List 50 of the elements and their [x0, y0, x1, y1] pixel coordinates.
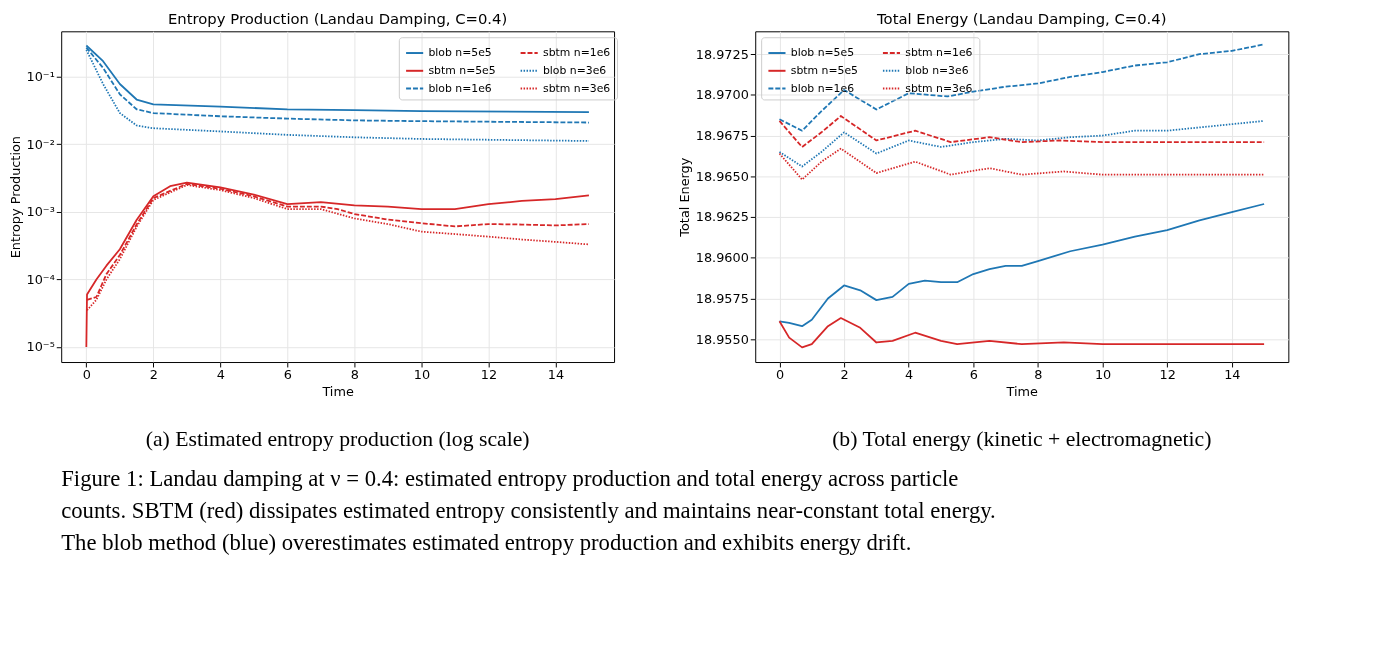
text: (a) Estimated entropy production (log scale) — [145, 426, 530, 451]
x-tick-label: 8 — [1034, 367, 1043, 383]
x-tick-label: 6 — [283, 367, 292, 383]
y-axis-title: Entropy Production — [7, 136, 23, 259]
x-tick-label: 6 — [969, 367, 978, 383]
x-tick-label: 4 — [905, 367, 914, 383]
y-tick-label: 10⁻¹ — [26, 69, 55, 85]
x-tick-label: 14 — [1224, 367, 1241, 383]
chart-title: Total Energy (Landau Damping, C=0.4) — [876, 10, 1167, 28]
legend-label: sbtm n=5e5 — [790, 63, 859, 77]
x-tick-label: 2 — [149, 367, 158, 383]
legend-label: blob n=1e6 — [790, 81, 855, 95]
x-tick-label: 12 — [480, 367, 498, 383]
legend-label: sbtm n=3e6 — [905, 81, 973, 95]
x-tick-label: 2 — [840, 367, 849, 383]
x-tick-label: 0 — [82, 367, 91, 383]
y-tick-label: 18.9600 — [695, 250, 749, 266]
x-tick-label: 10 — [413, 367, 431, 383]
y-tick-label: 18.9625 — [695, 209, 749, 225]
legend-label: blob n=5e5 — [428, 45, 492, 59]
y-tick-label: 18.9650 — [695, 168, 749, 184]
legend-label: sbtm n=1e6 — [542, 45, 611, 59]
caption: Figure 1: Landau damping at ν = 0.4: estimated entropy production and total energy across particle counts. SBTM (red) dissipates estimated entropy consistently and maintains near-constant total energy. The blob method (blue) overestimates estimated entropy production and exhibits energy drift. — [61, 466, 996, 555]
y-tick-label: 18.9575 — [695, 290, 749, 306]
legend-label: blob n=1e6 — [428, 81, 492, 95]
y-tick-label: 10⁻⁵ — [26, 339, 55, 355]
x-tick-label: 14 — [547, 367, 565, 383]
legend-label: sbtm n=1e6 — [905, 45, 973, 59]
legend-label: sbtm n=3e6 — [542, 81, 611, 95]
y-tick-label: 18.9550 — [695, 331, 749, 347]
y-tick-label: 10⁻² — [26, 136, 55, 152]
x-axis-title: Time — [321, 384, 354, 400]
legend-label: blob n=5e5 — [790, 45, 855, 59]
y-tick-label: 18.9700 — [695, 87, 749, 103]
x-tick-label: 12 — [1159, 367, 1176, 383]
x-tick-label: 10 — [1094, 367, 1112, 383]
x-axis-title: Time — [1005, 384, 1039, 400]
x-tick-label: 0 — [775, 367, 785, 383]
y-tick-label: 10⁻⁴ — [26, 271, 55, 287]
y-tick-label: 10⁻³ — [26, 204, 55, 220]
y-axis-title: Total Energy — [676, 157, 692, 238]
y-tick-label: 18.9725 — [695, 46, 749, 62]
legend-label: blob n=3e6 — [542, 63, 607, 77]
legend-label: blob n=3e6 — [905, 63, 969, 77]
y-tick-label: 18.9675 — [695, 128, 749, 144]
x-tick-label: 8 — [350, 367, 359, 383]
text: (b) Total energy (kinetic + electromagnetic) — [832, 426, 1212, 451]
legend-label: sbtm n=5e5 — [428, 63, 496, 77]
x-tick-label: 4 — [216, 367, 225, 383]
chart-title: Entropy Production (Landau Damping, C=0.4) — [168, 10, 508, 28]
